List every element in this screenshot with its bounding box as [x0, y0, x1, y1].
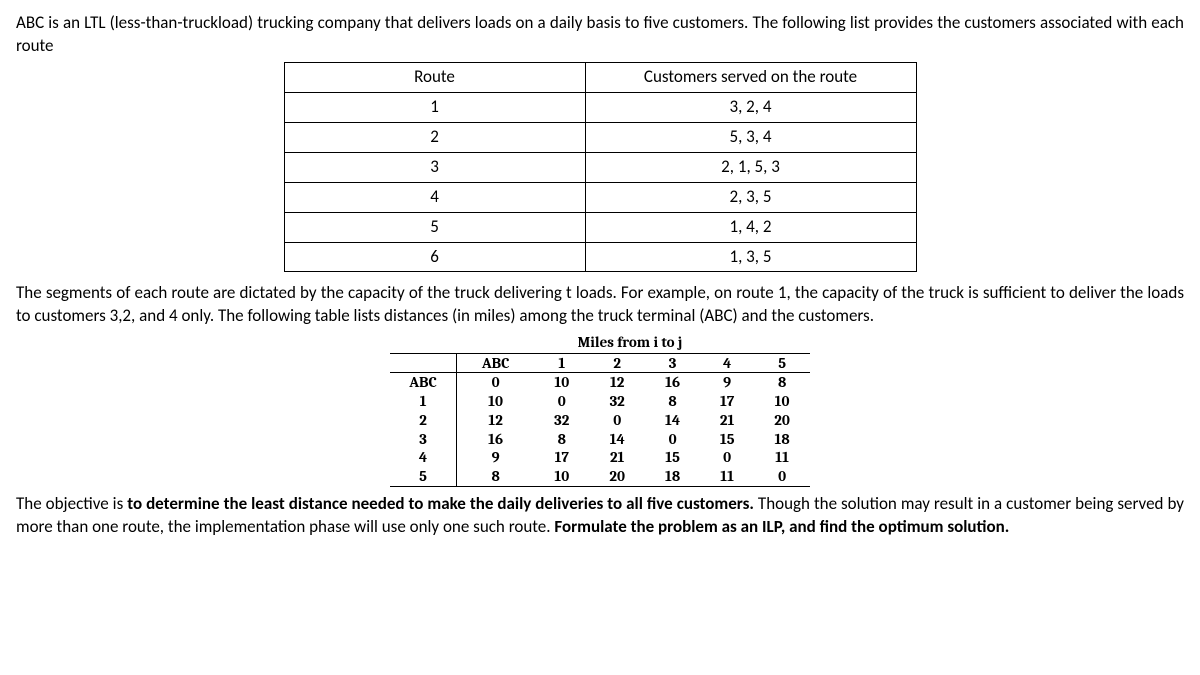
miles-table-wrap: Miles from i to j ABC 1 2 3 4 5 ABC 0101… [390, 332, 810, 487]
miles-cell: 0 [589, 411, 645, 430]
route-cell: 1, 3, 5 [585, 242, 916, 272]
miles-cell: 18 [754, 430, 810, 449]
miles-cell: 9 [457, 448, 535, 467]
route-cell: 3 [284, 152, 585, 182]
route-cell: 6 [284, 242, 585, 272]
miles-cell: 12 [457, 411, 535, 430]
miles-cell: 17 [700, 392, 754, 411]
miles-title: Miles from i to j [450, 332, 810, 352]
route-cell: 2 [284, 122, 585, 152]
miles-cell: 18 [645, 467, 700, 486]
miles-cell: 10 [534, 467, 589, 486]
route-cell: 5 [284, 212, 585, 242]
miles-cell: 12 [589, 373, 645, 392]
table-row: 61, 3, 5 [284, 242, 916, 272]
route-header-1: Route [284, 62, 585, 92]
miles-corner [390, 353, 457, 373]
miles-cell: 8 [534, 430, 589, 449]
miles-row-header: ABC [390, 373, 457, 392]
miles-cell: 0 [700, 448, 754, 467]
route-cell: 1 [284, 92, 585, 122]
table-row: 25, 3, 4 [284, 122, 916, 152]
miles-cell: 20 [754, 411, 810, 430]
paragraph-objective: The objective is to determine the least … [16, 493, 1184, 539]
table-row: 51, 4, 2 [284, 212, 916, 242]
route-header-2: Customers served on the route [585, 62, 916, 92]
route-cell: 4 [284, 182, 585, 212]
miles-col-header: 2 [589, 353, 645, 373]
table-row: 32, 1, 5, 3 [284, 152, 916, 182]
route-cell: 1, 4, 2 [585, 212, 916, 242]
route-cell: 2, 3, 5 [585, 182, 916, 212]
table-row: 4 9172115011 [390, 448, 810, 467]
miles-col-header: 3 [645, 353, 700, 373]
miles-cell: 14 [589, 430, 645, 449]
miles-cell: 8 [754, 373, 810, 392]
miles-cell: 16 [457, 430, 535, 449]
miles-cell: 32 [589, 392, 645, 411]
miles-row-header: 2 [390, 411, 457, 430]
miles-cell: 10 [457, 392, 535, 411]
miles-row-header: 1 [390, 392, 457, 411]
text-bold: Formulate the problem as an ILP, and fin… [554, 516, 1009, 537]
miles-cell: 10 [754, 392, 810, 411]
miles-cell: 0 [645, 430, 700, 449]
miles-cell: 11 [700, 467, 754, 486]
miles-cell: 0 [754, 467, 810, 486]
table-row: 1 1003281710 [390, 392, 810, 411]
paragraph-segments: The segments of each route are dictated … [16, 282, 1184, 328]
table-row: 42, 3, 5 [284, 182, 916, 212]
miles-col-header: 5 [754, 353, 810, 373]
table-row: 3 1681401518 [390, 430, 810, 449]
miles-col-header: 4 [700, 353, 754, 373]
miles-cell: 8 [457, 467, 535, 486]
miles-cell: 15 [645, 448, 700, 467]
miles-cell: 17 [534, 448, 589, 467]
miles-cell: 20 [589, 467, 645, 486]
miles-cell: 14 [645, 411, 700, 430]
miles-cell: 21 [700, 411, 754, 430]
miles-row-header: 5 [390, 467, 457, 486]
miles-cell: 0 [457, 373, 535, 392]
table-row: ABC 010121698 [390, 373, 810, 392]
miles-row-header: 4 [390, 448, 457, 467]
route-table: Route Customers served on the route 13, … [284, 62, 917, 273]
miles-header-row: ABC 1 2 3 4 5 [390, 353, 810, 373]
miles-cell: 0 [534, 392, 589, 411]
route-cell: 5, 3, 4 [585, 122, 916, 152]
miles-col-header: 1 [534, 353, 589, 373]
miles-cell: 9 [700, 373, 754, 392]
table-row: 2 12320142120 [390, 411, 810, 430]
miles-cell: 15 [700, 430, 754, 449]
text-plain: The objective is [16, 493, 127, 514]
miles-cell: 8 [645, 392, 700, 411]
miles-col-header: ABC [457, 353, 535, 373]
miles-table: ABC 1 2 3 4 5 ABC 010121698 1 1003281710… [390, 353, 810, 487]
miles-cell: 10 [534, 373, 589, 392]
route-cell: 3, 2, 4 [585, 92, 916, 122]
text-bold: to determine the least distance needed t… [127, 493, 754, 514]
miles-cell: 21 [589, 448, 645, 467]
table-row: 13, 2, 4 [284, 92, 916, 122]
miles-cell: 11 [754, 448, 810, 467]
miles-cell: 16 [645, 373, 700, 392]
table-row: 5 8102018110 [390, 467, 810, 486]
paragraph-intro: ABC is an LTL (less-than-truckload) truc… [16, 12, 1184, 58]
route-cell: 2, 1, 5, 3 [585, 152, 916, 182]
miles-row-header: 3 [390, 430, 457, 449]
miles-cell: 32 [534, 411, 589, 430]
